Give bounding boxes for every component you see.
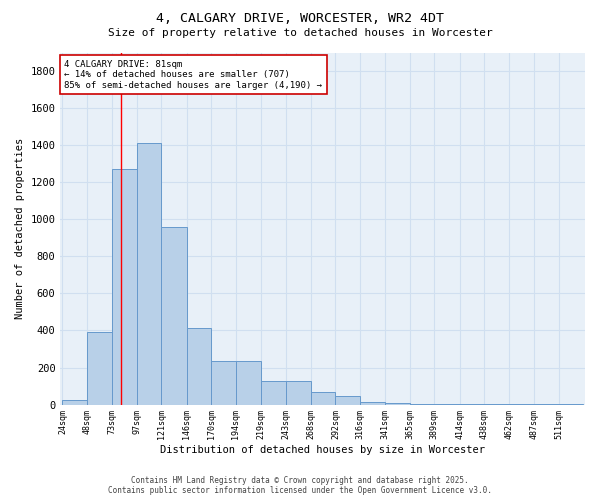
Y-axis label: Number of detached properties: Number of detached properties xyxy=(15,138,25,319)
Bar xyxy=(286,382,311,404)
X-axis label: Distribution of detached houses by size in Worcester: Distribution of detached houses by size … xyxy=(160,445,485,455)
Bar xyxy=(137,144,161,404)
Bar xyxy=(187,328,211,404)
Bar xyxy=(385,402,410,404)
Text: 4, CALGARY DRIVE, WORCESTER, WR2 4DT: 4, CALGARY DRIVE, WORCESTER, WR2 4DT xyxy=(156,12,444,26)
Text: 4 CALGARY DRIVE: 81sqm
← 14% of detached houses are smaller (707)
85% of semi-de: 4 CALGARY DRIVE: 81sqm ← 14% of detached… xyxy=(64,60,322,90)
Bar xyxy=(261,382,286,404)
Bar xyxy=(311,392,335,404)
Bar xyxy=(211,361,236,405)
Bar xyxy=(112,169,137,404)
Text: Contains HM Land Registry data © Crown copyright and database right 2025.
Contai: Contains HM Land Registry data © Crown c… xyxy=(108,476,492,495)
Bar xyxy=(335,396,360,404)
Bar xyxy=(360,402,385,404)
Bar xyxy=(62,400,87,404)
Bar xyxy=(87,332,112,404)
Bar xyxy=(236,361,261,405)
Bar xyxy=(161,226,187,404)
Text: Size of property relative to detached houses in Worcester: Size of property relative to detached ho… xyxy=(107,28,493,38)
